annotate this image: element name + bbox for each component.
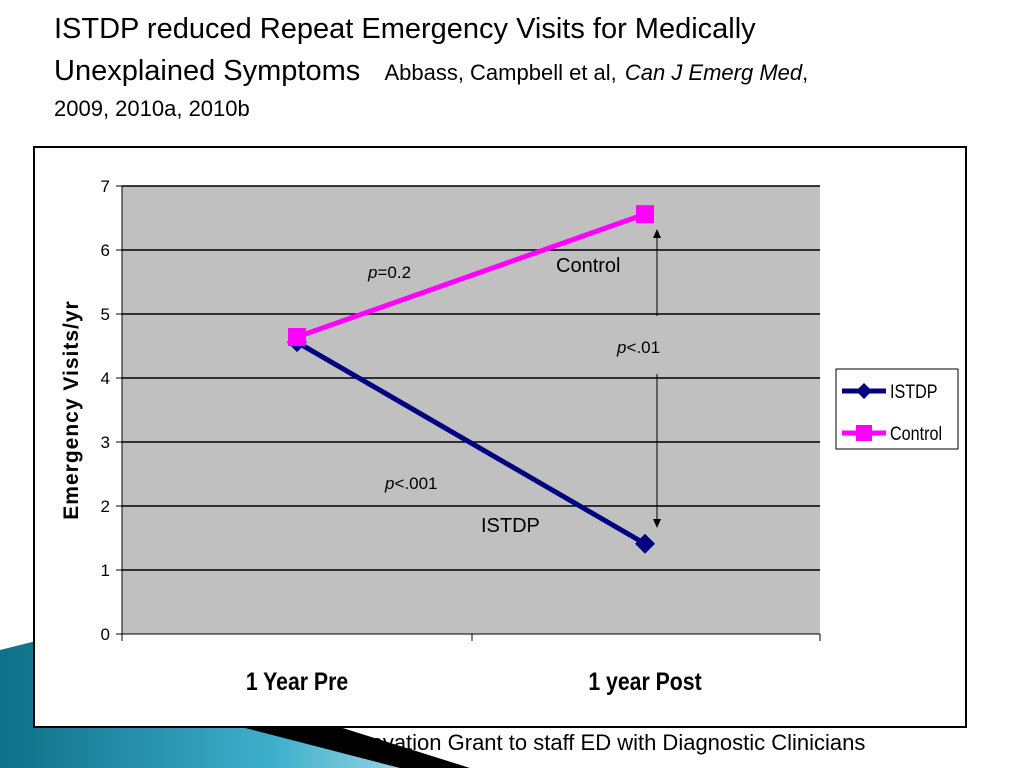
annotation-p-between-p: p xyxy=(616,338,626,357)
legend-marker xyxy=(856,425,872,441)
title-line-1: ISTDP reduced Repeat Emergency Visits fo… xyxy=(54,13,756,45)
y-axis-label: Emergency Visits/yr xyxy=(60,300,83,519)
black-swoosh xyxy=(230,724,470,768)
legend-label-control: Control xyxy=(890,423,942,445)
annotation-control: Control xyxy=(556,255,620,277)
annotation-p-between: p<.01 xyxy=(616,338,660,357)
title-line-2: Unexplained Symptoms Abbass, Campbell et… xyxy=(54,50,1014,94)
annotation-p-between-value: <.01 xyxy=(626,338,660,357)
legend-marker xyxy=(856,383,872,399)
arrow-down-head xyxy=(653,519,661,528)
footer-text: Innovation Grant to staff ED with Diagno… xyxy=(340,730,866,755)
citation-comma: , xyxy=(802,60,809,85)
y-tick-label: 6 xyxy=(101,241,110,260)
y-tick-label: 0 xyxy=(101,625,110,644)
annotation-p-istdp: p<.001 xyxy=(384,474,437,493)
data-point-control xyxy=(288,328,306,347)
y-tick-label: 4 xyxy=(101,369,110,388)
annotation-p-control: p=0.2 xyxy=(367,263,411,282)
data-point-istdp xyxy=(635,533,655,554)
annotation-istdp: ISTDP xyxy=(481,515,540,537)
annotation-p-istdp-p: p xyxy=(384,474,394,493)
series-line-istdp xyxy=(295,339,647,546)
annotation-p-control-value: =0.2 xyxy=(377,263,411,282)
citation-authors: Abbass, Campbell et al, xyxy=(384,60,617,85)
y-tick-label: 5 xyxy=(101,305,110,324)
x-tick-label: 1 Year Pre xyxy=(246,667,348,695)
x-tick-label: 1 year Post xyxy=(588,667,702,695)
annotation-p-control-p: p xyxy=(367,263,377,282)
arrow-up-head xyxy=(653,229,661,238)
plot-area xyxy=(122,186,820,634)
slide-title: ISTDP reduced Repeat Emergency Visits fo… xyxy=(54,8,1014,124)
data-point-control xyxy=(636,205,654,224)
legend-label-istdp: ISTDP xyxy=(890,381,938,403)
citation-years: 2009, 2010a, 2010b xyxy=(54,96,250,121)
citation-journal: Can J Emerg Med xyxy=(624,60,803,85)
title-main: Unexplained Symptoms xyxy=(54,55,361,87)
y-tick-label: 3 xyxy=(101,433,110,452)
y-tick-label: 7 xyxy=(101,177,110,196)
y-tick-label: 2 xyxy=(101,497,110,516)
annotation-p-istdp-value: <.001 xyxy=(394,474,437,493)
y-tick-label: 1 xyxy=(101,561,110,580)
series-line-control xyxy=(296,211,646,340)
